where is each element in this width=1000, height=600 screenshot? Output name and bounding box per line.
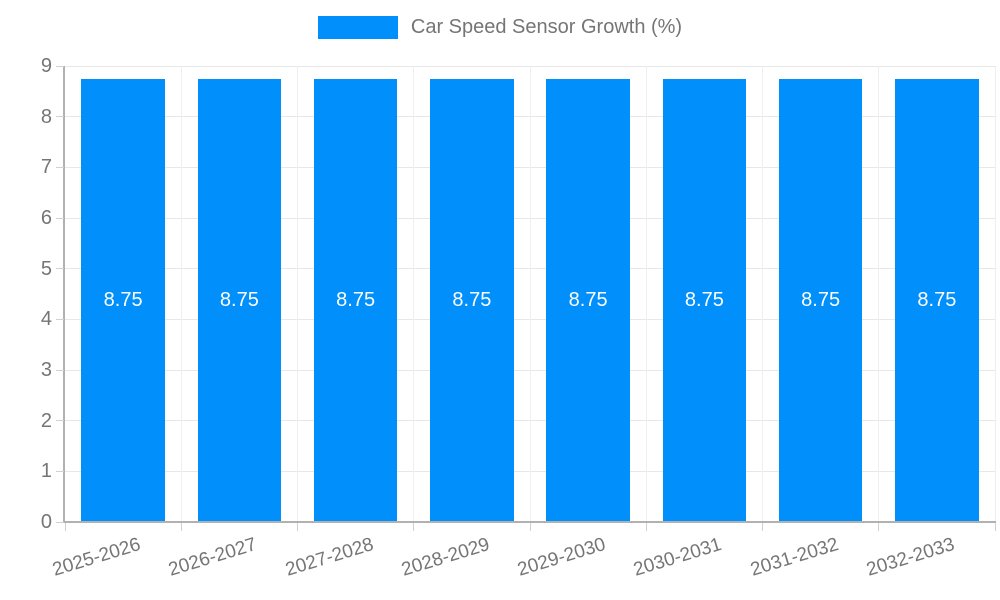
bar[interactable]: 8.75 (778, 78, 863, 522)
bar-value-label: 8.75 (684, 288, 724, 311)
y-axis-tick (56, 318, 64, 320)
y-axis-tick-label: 8 (40, 105, 52, 128)
bar[interactable]: 8.75 (81, 78, 165, 522)
x-axis-tick (878, 523, 880, 531)
bar[interactable]: 8.75 (546, 78, 630, 522)
y-axis-tick (56, 217, 64, 219)
y-axis-tick-label: 9 (40, 55, 52, 77)
gridline-vertical (413, 66, 415, 522)
gridline-vertical (529, 66, 531, 522)
x-axis-tick (413, 523, 415, 531)
plot-area: 8.75 8.75 8.75 8.75 8.75 8.75 8.75 8.75 (65, 65, 996, 522)
x-axis-tick (64, 523, 66, 531)
y-axis-tick-label: 7 (40, 156, 52, 179)
y-axis-tick-label: 0 (40, 511, 52, 533)
y-axis-tick (56, 166, 64, 168)
y-axis-tick-label: 2 (40, 409, 52, 432)
y-axis-tick-label: 3 (40, 359, 52, 381)
bar[interactable]: 8.75 (895, 78, 979, 522)
bar-value-label: 8.75 (219, 288, 259, 311)
legend-swatch[interactable] (317, 16, 398, 39)
gridline-vertical (645, 66, 647, 522)
x-axis-tick (529, 523, 531, 531)
y-axis-tick (56, 65, 64, 67)
bar[interactable]: 8.75 (430, 78, 514, 522)
gridline-vertical (180, 66, 182, 522)
y-axis-tick (56, 268, 64, 270)
bar[interactable]: 8.75 (662, 78, 747, 522)
x-axis-tick (645, 523, 647, 531)
bar-value-label: 8.75 (568, 288, 608, 311)
y-axis-tick (56, 521, 64, 523)
bar-value-label: 8.75 (801, 288, 841, 311)
y-axis-tick-label: 5 (40, 257, 52, 280)
bar-value-label: 8.75 (917, 288, 957, 311)
x-axis-tick (180, 523, 182, 531)
gridline-vertical (994, 66, 996, 522)
gridline-vertical (762, 66, 763, 522)
x-axis-line (63, 521, 996, 523)
y-axis-line (63, 66, 65, 523)
y-axis-tick (56, 116, 64, 118)
legend-item[interactable]: Car Speed Sensor Growth (%) (0, 16, 1000, 39)
y-axis-tick-label: 1 (40, 460, 52, 483)
x-axis-tick (762, 523, 763, 531)
bar[interactable]: 8.75 (313, 78, 398, 522)
y-axis-tick-label: 4 (40, 308, 52, 331)
bar-value-label: 8.75 (336, 288, 376, 311)
bar-value-label: 8.75 (103, 288, 143, 311)
y-axis-tick (56, 470, 64, 472)
legend-label[interactable]: Car Speed Sensor Growth (%) (410, 16, 683, 38)
y-axis-tick (56, 369, 64, 371)
gridline-vertical (878, 66, 880, 522)
x-axis-tick (994, 523, 996, 531)
y-axis-tick-label: 6 (40, 207, 52, 229)
bar-value-label: 8.75 (452, 288, 492, 311)
y-axis-tick (56, 420, 64, 422)
bar[interactable]: 8.75 (197, 78, 282, 522)
x-axis-tick (297, 523, 298, 531)
gridline-vertical (297, 66, 298, 522)
